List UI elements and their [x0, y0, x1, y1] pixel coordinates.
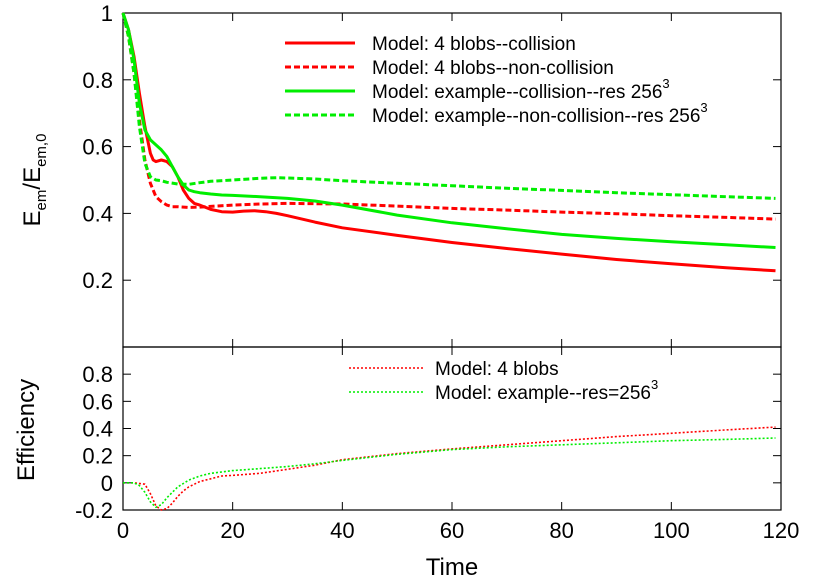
energy-y-tick-label: 0.4: [82, 201, 113, 226]
efficiency-legend-label-2: Model: example--res=2563: [435, 377, 658, 404]
energy-y-tick-label: 0.8: [82, 68, 113, 93]
efficiency-x-tick-label: 100: [653, 518, 690, 543]
energy-series-line-1: [121, 12, 776, 273]
energy-ratio-legend: Model: 4 blobs--collision Model: 4 blobs-…: [285, 34, 708, 127]
energy-legend-label-3: Model: example--collision--res 2563: [372, 76, 670, 103]
efficiency-ticks: 0 20 40 60 80 100 120-0.200.20.40.60.8: [75, 347, 799, 543]
efficiency-panel: 0 20 40 60 80 100 120-0.200.20.40.60.8 Model: …: [13, 346, 799, 581]
efficiency-y-tick-label: -0.2: [75, 498, 113, 523]
efficiency-y-tick-label: 0: [101, 471, 113, 496]
efficiency-x-tick-label: 120: [763, 518, 800, 543]
energy-legend-label-2: Model: 4 blobs--non-collision: [372, 58, 614, 79]
efficiency-series-line-2: [123, 437, 776, 509]
energy-y-tick-label: 0.2: [82, 268, 113, 293]
energy-ratio-panel: 0.20.40.60.81 Model: 4 blobs--collisionM…: [19, 1, 782, 348]
energy-legend-label-4: Model: example--non-collision--res 2563: [372, 100, 708, 127]
energy-series-line-2: [121, 12, 776, 221]
efficiency-y-tick-label: 0.2: [82, 444, 113, 469]
efficiency-x-tick-label: 20: [220, 518, 244, 543]
efficiency-y-axis-label: Efficiency: [13, 379, 40, 481]
efficiency-series-line-1: [123, 426, 776, 511]
efficiency-series: [123, 426, 776, 511]
ylabel-main: E: [19, 210, 46, 226]
energy-y-tick-label: 0.6: [82, 135, 113, 160]
efficiency-y-tick-label: 0.4: [82, 417, 113, 442]
efficiency-y-tick-label: 0.8: [82, 362, 113, 387]
efficiency-y-tick-label: 0.6: [82, 389, 113, 414]
energy-ratio-y-axis-label: Eem/Eem,0: [19, 134, 50, 227]
ylabel-slash: /E: [19, 167, 46, 190]
energy-series-line-4: [121, 12, 776, 200]
efficiency-x-tick-label: 60: [440, 518, 464, 543]
efficiency-x-tick-label: 0: [117, 518, 129, 543]
time-x-axis-label: Time: [426, 554, 478, 581]
ylabel-sub2: em,0: [33, 134, 50, 167]
efficiency-x-tick-label: 40: [330, 518, 354, 543]
efficiency-legend-label-1: Model: 4 blobs: [435, 359, 559, 380]
ylabel-sub1: em: [33, 190, 50, 211]
energy-ratio-ticks: 0.2 0.4 0.6 0.8 1: [82, 1, 782, 347]
energy-legend-label-1: Model: 4 blobs--collision: [372, 34, 576, 55]
efficiency-x-tick-label: 80: [549, 518, 573, 543]
energy-series-line-3: [121, 12, 776, 249]
energy-y-tick-label: 1: [101, 1, 113, 26]
energy-ratio-series: [121, 12, 776, 273]
